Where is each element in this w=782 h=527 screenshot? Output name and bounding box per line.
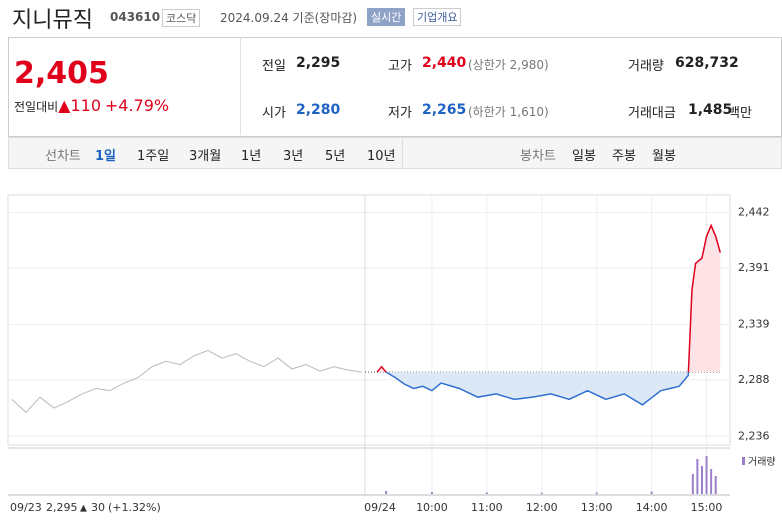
volume-bar (650, 491, 653, 494)
prev-change-pct: (+1.32%) (108, 501, 161, 514)
y-tick-label: 2,391 (738, 261, 770, 274)
stat-unit: 백만 (728, 106, 752, 121)
x-tick-label: 13:00 (581, 501, 613, 514)
price-line-down (377, 372, 690, 406)
change: ▲110 (58, 96, 102, 115)
stat-label: 거래량 (628, 59, 664, 74)
period-tab[interactable]: 1일 (95, 149, 117, 164)
stock-code: 043610 (110, 10, 161, 24)
stat-note: (상한가 2,980) (468, 58, 549, 72)
stat-value: 2,280 (296, 102, 341, 118)
price: 2,405 (14, 56, 109, 91)
basis: 기준(장마감) (292, 11, 358, 25)
realtime-button[interactable]: 실시간 (367, 8, 406, 26)
stat-label: 전일 (262, 59, 286, 74)
stat-value: 2,265 (422, 102, 467, 118)
stat-value: 1,485 (688, 102, 733, 118)
price-line-up (376, 223, 721, 373)
change-label: 전일대비 (14, 100, 59, 114)
today-date: 09/24 (364, 501, 396, 514)
area-down (377, 372, 721, 405)
plot-frame (7, 194, 731, 446)
divider (402, 137, 403, 168)
period-tab[interactable]: 5년 (325, 149, 346, 164)
y-tick-label: 2,339 (738, 317, 770, 330)
period-tab[interactable]: 3년 (283, 149, 304, 164)
stat-value: 2,440 (422, 55, 467, 71)
stat-value: 628,732 (675, 55, 739, 71)
x-tick-label: 10:00 (416, 501, 448, 514)
volume-bar (705, 456, 708, 494)
company-info-button[interactable]: 기업개요 (413, 8, 462, 26)
legend-swatch (742, 457, 745, 465)
candle-tab[interactable]: 일봉 (572, 149, 596, 164)
prev-close: 2,295 (46, 501, 78, 514)
prev-date: 09/23 (10, 501, 42, 514)
stat-label: 저가 (388, 106, 412, 121)
date-text: 2024.09.24 (220, 11, 289, 25)
volume-bar (385, 491, 388, 494)
x-tick-label: 12:00 (526, 501, 558, 514)
tab-bar (8, 137, 782, 169)
candle-tab[interactable]: 월봉 (652, 149, 676, 164)
volume-bar (485, 492, 488, 494)
volume-bar (595, 492, 598, 494)
y-tick-label: 2,442 (738, 205, 770, 218)
volume-bar (696, 459, 699, 494)
y-tick-label: 2,288 (738, 373, 770, 386)
change-pct: +4.79% (104, 96, 170, 115)
volume-bar (714, 476, 717, 494)
prev-arrow: ▲ (80, 504, 87, 514)
period-tab[interactable]: 10년 (367, 149, 396, 164)
stat-value: 2,295 (296, 55, 341, 71)
stat-label: 시가 (262, 106, 286, 121)
date: 2024.09.24 기준(장마감) (220, 9, 357, 26)
candle-tab[interactable]: 주봉 (612, 149, 636, 164)
period-tab[interactable]: 1년 (241, 149, 262, 164)
volume-bar (700, 466, 703, 494)
x-tick-label: 14:00 (636, 501, 668, 514)
change-row: 전일대비▲110 +4.79% (14, 96, 169, 115)
x-tick-label: 11:00 (471, 501, 503, 514)
x-tick-label: 15:00 (691, 501, 723, 514)
volume-label: 거래량 (748, 456, 776, 468)
volume-bar (710, 469, 713, 494)
change-value: 110 (70, 96, 102, 115)
stock-name: 지니뮤직 (12, 8, 93, 33)
market-badge: 코스닥 (162, 9, 201, 27)
volume-bar (430, 492, 433, 494)
divider (240, 37, 241, 135)
volume-bar (691, 474, 694, 494)
y-tick-label: 2,236 (738, 429, 770, 442)
stat-label: 고가 (388, 59, 412, 74)
volume-bar (540, 492, 543, 494)
period-tab[interactable]: 1주일 (137, 149, 170, 164)
line-chart-tab[interactable]: 선차트 (45, 149, 81, 164)
stat-label: 거래대금 (628, 106, 676, 121)
prev-change: 30 (91, 501, 105, 514)
period-tab[interactable]: 3개월 (189, 149, 222, 164)
prev-day-line (11, 349, 363, 414)
stat-note: (하한가 1,610) (468, 105, 549, 119)
candle-chart-tab[interactable]: 봉차트 (520, 149, 556, 164)
